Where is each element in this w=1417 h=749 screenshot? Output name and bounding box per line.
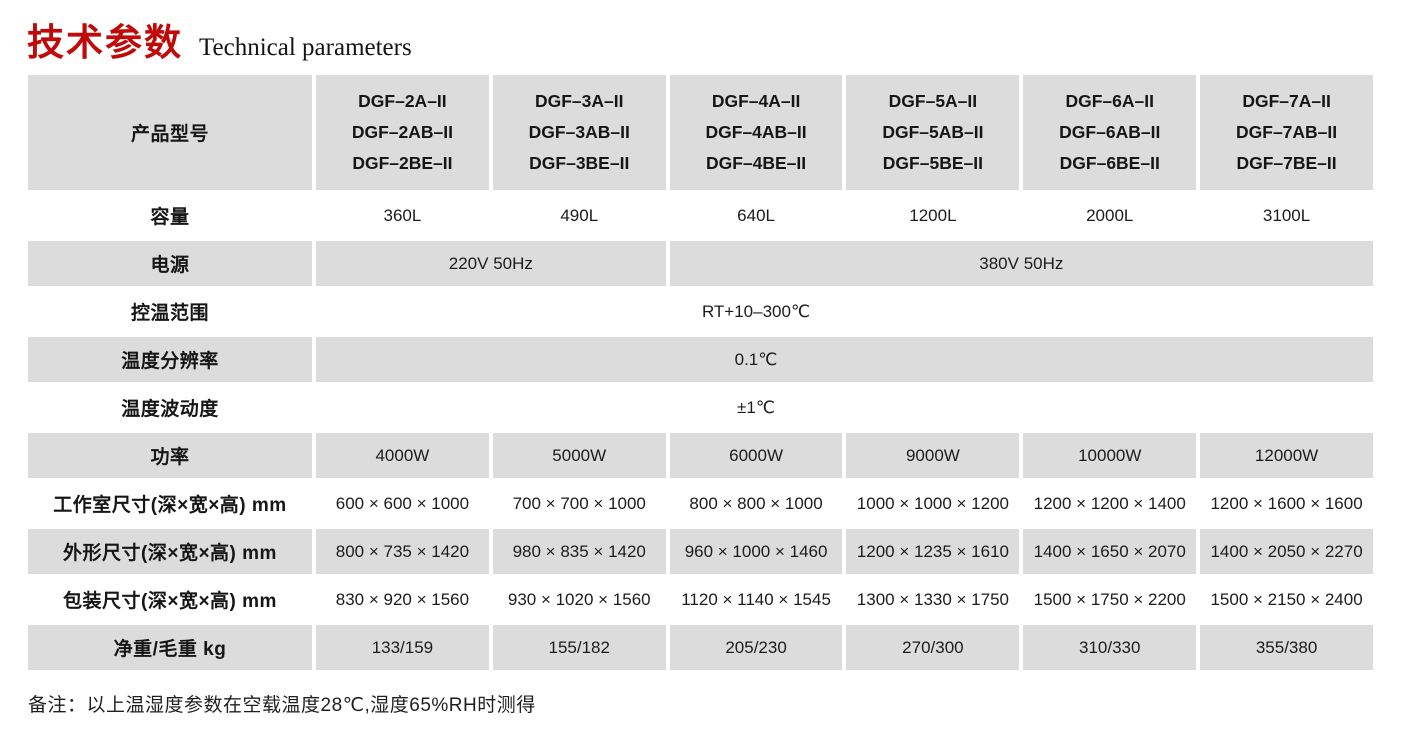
value-cell: 5000W [492,433,666,478]
value-cell: 1400 × 2050 × 2270 [1200,529,1373,574]
row-label: 温度分辨率 [28,337,312,382]
model-column-1: DGF–2A–II DGF–2AB–II DGF–2BE–II [316,75,489,190]
value-cell: 310/330 [1023,625,1197,670]
value-cell: 1300 × 1330 × 1750 [846,577,1020,622]
value-cell: 980 × 835 × 1420 [492,529,666,574]
table-row-temp-range: 控温范围 RT+10–300℃ [28,289,1373,334]
page-title: 技术参数 Technical parameters [27,12,412,66]
table-row-models: 产品型号 DGF–2A–II DGF–2AB–II DGF–2BE–II DGF… [28,75,1373,190]
table-row-capacity: 容量 360L 490L 640L 1200L 2000L 3100L [28,193,1373,238]
model-column-3: DGF–4A–II DGF–4AB–II DGF–4BE–II [669,75,843,190]
value-cell: 1500 × 2150 × 2400 [1200,577,1373,622]
value-cell: 10000W [1023,433,1197,478]
value-cell: 1200 × 1600 × 1600 [1200,481,1373,526]
spec-table: 产品型号 DGF–2A–II DGF–2AB–II DGF–2BE–II DGF… [28,75,1373,673]
value-cell: 205/230 [669,625,843,670]
table-row-temp-resolution: 温度分辨率 0.1℃ [28,337,1373,382]
model-column-4: DGF–5A–II DGF–5AB–II DGF–5BE–II [846,75,1020,190]
value-cell-merged-left: 220V 50Hz [316,241,666,286]
value-cell: 155/182 [492,625,666,670]
value-cell: 12000W [1200,433,1373,478]
row-label: 外形尺寸(深×宽×高) mm [28,529,312,574]
page-title-chinese: 技术参数 [27,22,183,63]
row-label: 电源 [28,241,312,286]
value-cell: 640L [669,193,843,238]
value-cell: 2000L [1023,193,1197,238]
table-row-power: 功率 4000W 5000W 6000W 9000W 10000W 12000W [28,433,1373,478]
value-cell: 9000W [846,433,1020,478]
row-label: 容量 [28,193,312,238]
value-cell: 355/380 [1200,625,1373,670]
value-cell: 1200 × 1235 × 1610 [846,529,1020,574]
page-title-english: Technical parameters [199,34,412,61]
value-cell: 1120 × 1140 × 1545 [669,577,843,622]
value-cell-merged: ±1℃ [316,385,1373,430]
value-cell: 3100L [1200,193,1373,238]
model-column-5: DGF–6A–II DGF–6AB–II DGF–6BE–II [1023,75,1197,190]
value-cell-merged: RT+10–300℃ [316,289,1373,334]
table-row-chamber-size: 工作室尺寸(深×宽×高) mm 600 × 600 × 1000 700 × 7… [28,481,1373,526]
row-label: 温度波动度 [28,385,312,430]
row-label: 控温范围 [28,289,312,334]
table-row-temp-fluctuation: 温度波动度 ±1℃ [28,385,1373,430]
value-cell: 133/159 [316,625,489,670]
row-label: 净重/毛重 kg [28,625,312,670]
value-cell: 600 × 600 × 1000 [316,481,489,526]
model-column-6: DGF–7A–II DGF–7AB–II DGF–7BE–II [1200,75,1373,190]
footer-note: 备注：以上温湿度参数在空载温度28℃,湿度65%RH时测得 [28,695,536,716]
value-cell: 960 × 1000 × 1460 [669,529,843,574]
value-cell: 1500 × 1750 × 2200 [1023,577,1197,622]
model-column-2: DGF–3A–II DGF–3AB–II DGF–3BE–II [492,75,666,190]
row-label: 工作室尺寸(深×宽×高) mm [28,481,312,526]
table-row-power-supply: 电源 220V 50Hz 380V 50Hz [28,241,1373,286]
value-cell: 4000W [316,433,489,478]
value-cell: 1400 × 1650 × 2070 [1023,529,1197,574]
value-cell: 830 × 920 × 1560 [316,577,489,622]
row-label: 功率 [28,433,312,478]
value-cell: 800 × 735 × 1420 [316,529,489,574]
table-row-outer-size: 外形尺寸(深×宽×高) mm 800 × 735 × 1420 980 × 83… [28,529,1373,574]
value-cell: 1000 × 1000 × 1200 [846,481,1020,526]
value-cell: 490L [492,193,666,238]
value-cell: 1200 × 1200 × 1400 [1023,481,1197,526]
row-label: 产品型号 [28,75,312,190]
table-row-package-size: 包装尺寸(深×宽×高) mm 830 × 920 × 1560 930 × 10… [28,577,1373,622]
value-cell: 800 × 800 × 1000 [669,481,843,526]
value-cell: 360L [316,193,489,238]
table-row-weight: 净重/毛重 kg 133/159 155/182 205/230 270/300… [28,625,1373,670]
value-cell: 930 × 1020 × 1560 [492,577,666,622]
value-cell: 270/300 [846,625,1020,670]
value-cell-merged-right: 380V 50Hz [669,241,1373,286]
value-cell: 700 × 700 × 1000 [492,481,666,526]
value-cell: 1200L [846,193,1020,238]
row-label: 包装尺寸(深×宽×高) mm [28,577,312,622]
value-cell: 6000W [669,433,843,478]
value-cell-merged: 0.1℃ [316,337,1373,382]
